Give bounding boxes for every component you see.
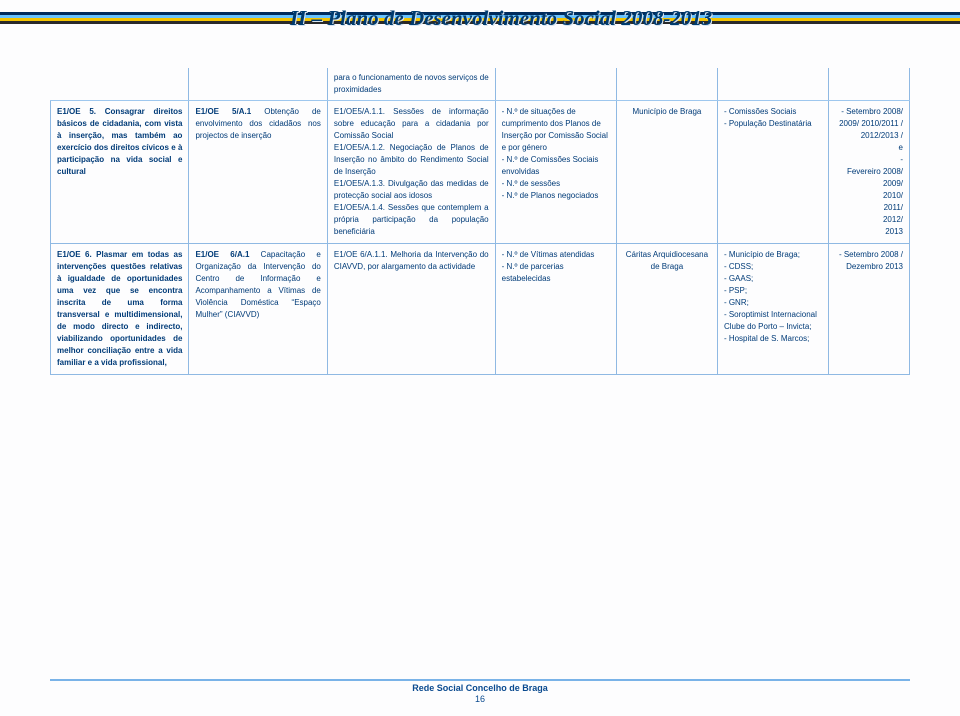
cell-indicators: - N.º de situações de cumprimento dos Pl…: [495, 101, 616, 244]
footer-page-number: 16: [0, 694, 960, 704]
cell-timeline: - Setembro 2008 / Dezembro 2013: [829, 244, 910, 375]
page-header: II – Plano de Desenvolvimento Social 200…: [0, 0, 960, 68]
cell-partners: - Município de Braga; - CDSS; - GAAS; - …: [717, 244, 828, 375]
cell-responsible: Cáritas Arquidiocesana de Braga: [616, 244, 717, 375]
action-code: E1/OE 5/A.1: [195, 107, 251, 116]
carryover-row: para o funcionamento de novos serviços d…: [51, 68, 910, 101]
action-text: Capacitação e Organização da Intervenção…: [195, 250, 320, 319]
cell-activities: E1/OE5/A.1.1. Sessões de informação sobr…: [327, 101, 495, 244]
document-title: II – Plano de Desenvolvimento Social 200…: [290, 6, 712, 31]
objective-text: E1/OE 5. Consagrar direitos básicos de c…: [57, 107, 182, 176]
footer-rule: [50, 679, 910, 681]
cell-responsible: Município de Braga: [616, 101, 717, 244]
cell-objective: E1/OE 6. Plasmar em todas as intervençõe…: [51, 244, 189, 375]
cell-action: E1/OE 5/A.1 Obtenção de envolvimento dos…: [189, 101, 327, 244]
action-code: E1/OE 6/A.1: [195, 250, 249, 259]
cell-empty: [189, 68, 327, 101]
cell-objective: E1/OE 5. Consagrar direitos básicos de c…: [51, 101, 189, 244]
cell-empty: [829, 68, 910, 101]
cell-partners: - Comissões Sociais - População Destinat…: [717, 101, 828, 244]
page-footer: Rede Social Concelho de Braga 16: [0, 679, 960, 704]
table-row: E1/OE 6. Plasmar em todas as intervençõe…: [51, 244, 910, 375]
table-row: E1/OE 5. Consagrar direitos básicos de c…: [51, 101, 910, 244]
main-table-container: para o funcionamento de novos serviços d…: [0, 68, 960, 375]
plan-table: para o funcionamento de novos serviços d…: [50, 68, 910, 375]
cell-empty: [51, 68, 189, 101]
cell-activities: E1/OE 6/A.1.1. Melhoria da Intervenção d…: [327, 244, 495, 375]
cell-empty: [616, 68, 717, 101]
cell-empty: [717, 68, 828, 101]
cell-timeline: - Setembro 2008/ 2009/ 2010/2011 / 2012/…: [829, 101, 910, 244]
cell-indicators: - N.º de Vítimas atendidas - N.º de parc…: [495, 244, 616, 375]
cell-carryover-text: para o funcionamento de novos serviços d…: [327, 68, 495, 101]
objective-text: E1/OE 6. Plasmar em todas as intervençõe…: [57, 250, 182, 367]
footer-text: Rede Social Concelho de Braga: [0, 683, 960, 693]
cell-empty: [495, 68, 616, 101]
cell-action: E1/OE 6/A.1 Capacitação e Organização da…: [189, 244, 327, 375]
